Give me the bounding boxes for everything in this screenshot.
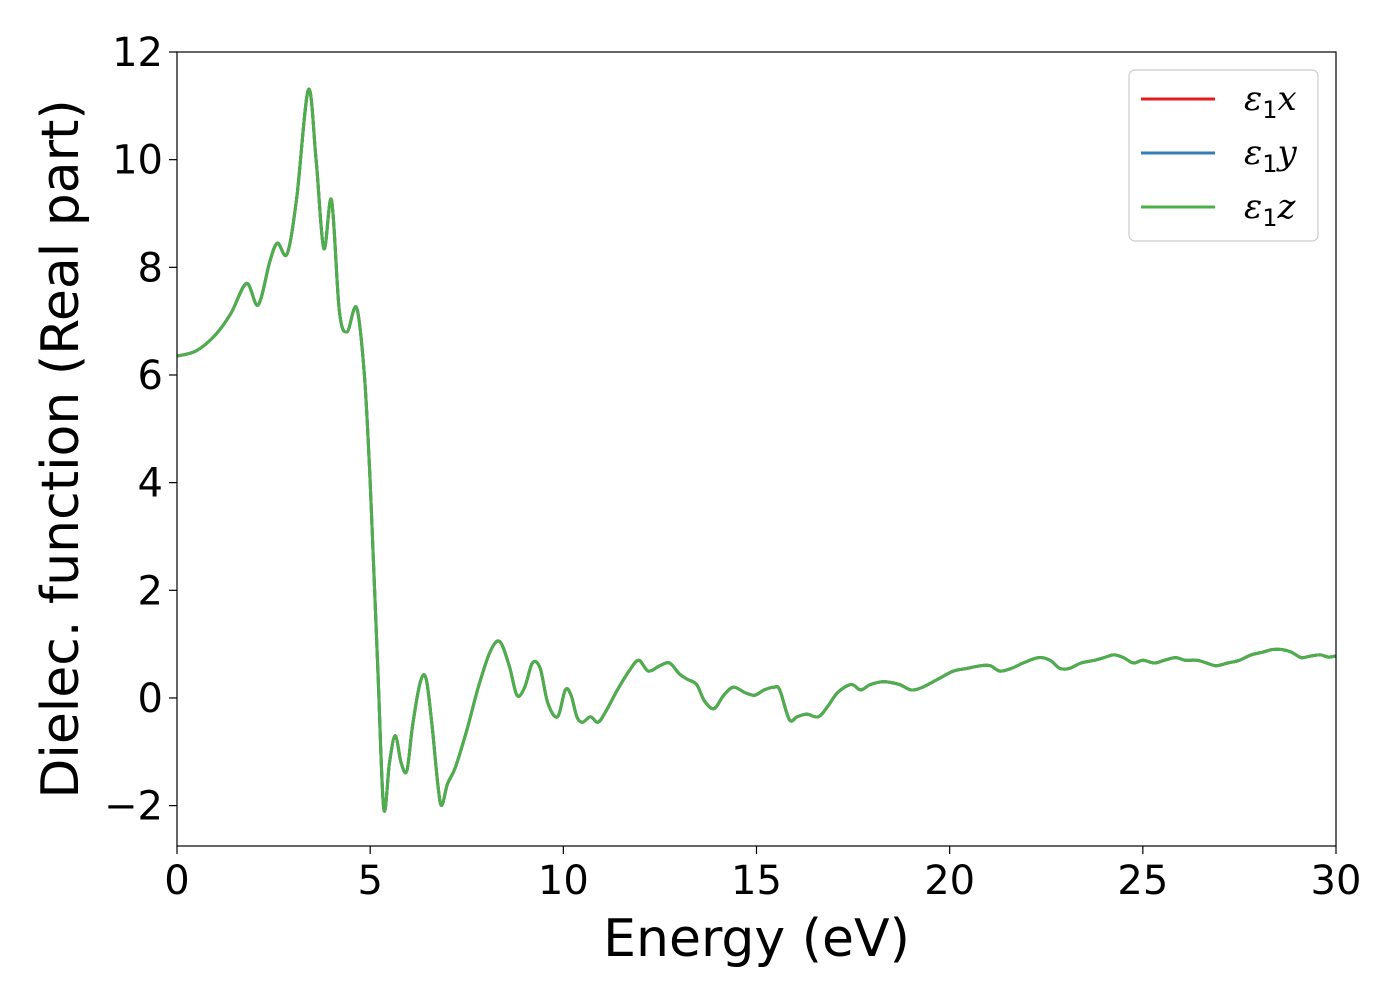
legend-box bbox=[1128, 69, 1319, 242]
x-tick-label: 0 bbox=[164, 858, 189, 904]
x-tick-label: 30 bbox=[1311, 858, 1362, 904]
series-layer bbox=[176, 87, 1337, 813]
legend-label: ε1x bbox=[1244, 79, 1297, 124]
legend-label: ε1z bbox=[1244, 187, 1297, 232]
y-tick-label: 12 bbox=[112, 30, 163, 76]
legend-label: ε1y bbox=[1244, 133, 1298, 178]
y-tick-label: 0 bbox=[138, 676, 163, 722]
x-tick-label: 10 bbox=[538, 858, 589, 904]
legend-axis: z bbox=[1277, 187, 1297, 227]
y-tick-label: 6 bbox=[138, 353, 163, 399]
legend-axis: x bbox=[1278, 79, 1297, 119]
y-tick-label: 8 bbox=[138, 245, 163, 291]
legend-symbol: ε bbox=[1244, 79, 1262, 119]
y-tick-label: 4 bbox=[138, 461, 163, 507]
legend-subscript: 1 bbox=[1262, 150, 1277, 178]
legend-subscript: 1 bbox=[1262, 96, 1277, 124]
x-tick-label: 20 bbox=[924, 858, 975, 904]
legend-axis: y bbox=[1276, 133, 1298, 173]
x-tick-label: 15 bbox=[731, 858, 782, 904]
y-tick-label: 2 bbox=[138, 568, 163, 614]
legend-symbol: ε bbox=[1244, 187, 1262, 227]
x-axis-title: Energy (eV) bbox=[603, 909, 910, 969]
y-tick-label: −2 bbox=[104, 784, 163, 830]
y-axis-ticks: −2 0 2 4 6 8 10 12 bbox=[104, 30, 177, 830]
series-line-z bbox=[176, 87, 1337, 813]
x-axis-ticks: 0 5 10 15 20 25 30 bbox=[164, 846, 1361, 904]
legend-subscript: 1 bbox=[1262, 204, 1277, 232]
legend-symbol: ε bbox=[1244, 133, 1262, 173]
y-axis-title: Dielec. function (Real part) bbox=[31, 99, 91, 798]
x-tick-label: 5 bbox=[357, 858, 382, 904]
y-tick-label: 10 bbox=[112, 138, 163, 184]
x-tick-label: 25 bbox=[1117, 858, 1168, 904]
